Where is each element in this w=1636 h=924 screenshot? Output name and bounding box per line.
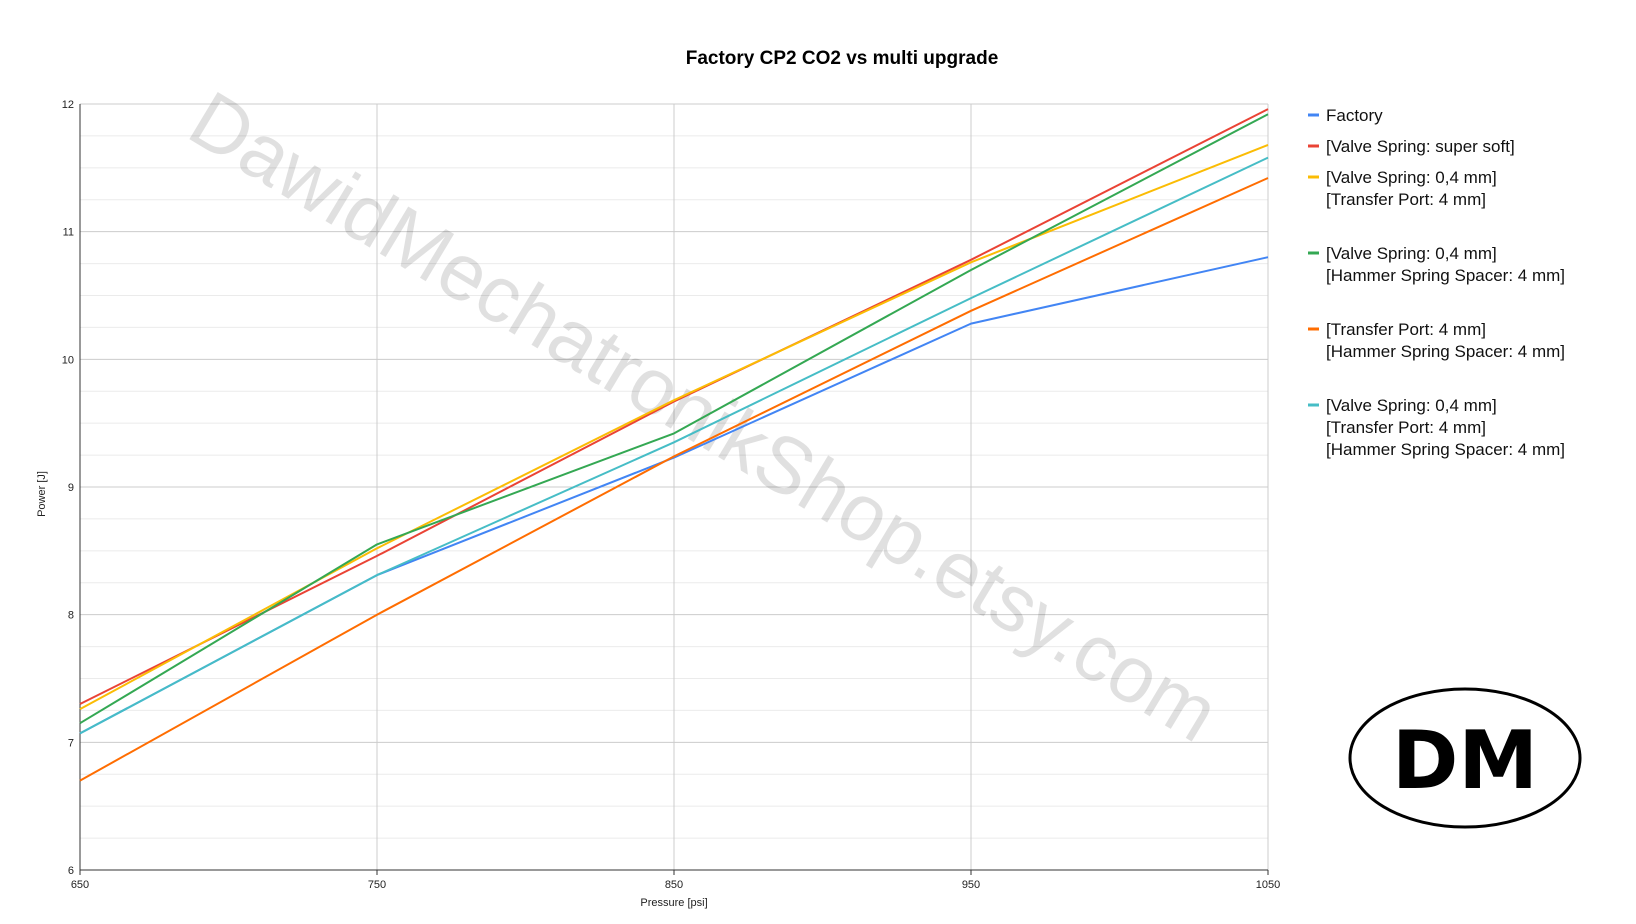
logo-text: DM <box>1392 714 1538 807</box>
series-line <box>79 113 1269 725</box>
legend-label: [Valve Spring: super soft] <box>1326 137 1515 156</box>
legend-swatch <box>1308 144 1319 148</box>
x-tick-label: 1050 <box>1256 879 1280 891</box>
legend-swatch <box>1308 251 1319 255</box>
legend-swatch <box>1308 175 1319 179</box>
y-tick-label: 9 <box>68 482 74 494</box>
dm-logo: DM <box>1348 687 1582 829</box>
grid-lines <box>79 103 1269 871</box>
tick-labels: 6 7 8 9 10 11 12 650 750 850 950 1050 <box>62 99 1280 891</box>
legend: Factory [Valve Spring: super soft] [Valve … <box>1308 106 1565 459</box>
x-tick-label: 950 <box>962 879 980 891</box>
legend-label: [Hammer Spring Spacer: 4 mm] <box>1326 440 1565 459</box>
y-axis-label: Power [J] <box>36 471 48 517</box>
y-tick-label: 6 <box>68 865 74 877</box>
legend-swatch <box>1308 327 1319 331</box>
legend-swatch <box>1308 113 1319 117</box>
y-tick-label: 8 <box>68 610 74 622</box>
series-lines <box>79 108 1269 782</box>
y-tick-label: 11 <box>63 227 74 239</box>
y-tick-label: 10 <box>62 354 74 366</box>
x-tick-label: 650 <box>71 879 89 891</box>
legend-label: [Hammer Spring Spacer: 4 mm] <box>1326 342 1565 361</box>
legend-label: [Hammer Spring Spacer: 4 mm] <box>1326 266 1565 285</box>
legend-label: Factory <box>1326 106 1383 125</box>
logo-ellipse <box>1348 687 1582 829</box>
legend-label: [Valve Spring: 0,4 mm] <box>1326 396 1497 415</box>
legend-label: [Transfer Port: 4 mm] <box>1326 320 1486 339</box>
x-tick-label: 750 <box>368 879 386 891</box>
series-line <box>79 156 1269 735</box>
legend-label: [Transfer Port: 4 mm] <box>1326 418 1486 437</box>
axes <box>79 104 1269 875</box>
x-axis-label: Pressure [psi] <box>640 897 707 909</box>
series-line <box>79 108 1269 705</box>
y-tick-label: 7 <box>68 737 74 749</box>
legend-label: [Valve Spring: 0,4 mm] <box>1326 244 1497 263</box>
legend-label: [Transfer Port: 4 mm] <box>1326 190 1486 209</box>
chart-title: Factory CP2 CO2 vs multi upgrade <box>686 48 999 69</box>
y-tick-label: 12 <box>62 99 74 111</box>
x-tick-label: 850 <box>665 879 683 891</box>
series-line <box>79 143 1269 710</box>
legend-swatch <box>1308 403 1319 407</box>
legend-label: [Valve Spring: 0,4 mm] <box>1326 168 1497 187</box>
series-line <box>79 177 1269 782</box>
